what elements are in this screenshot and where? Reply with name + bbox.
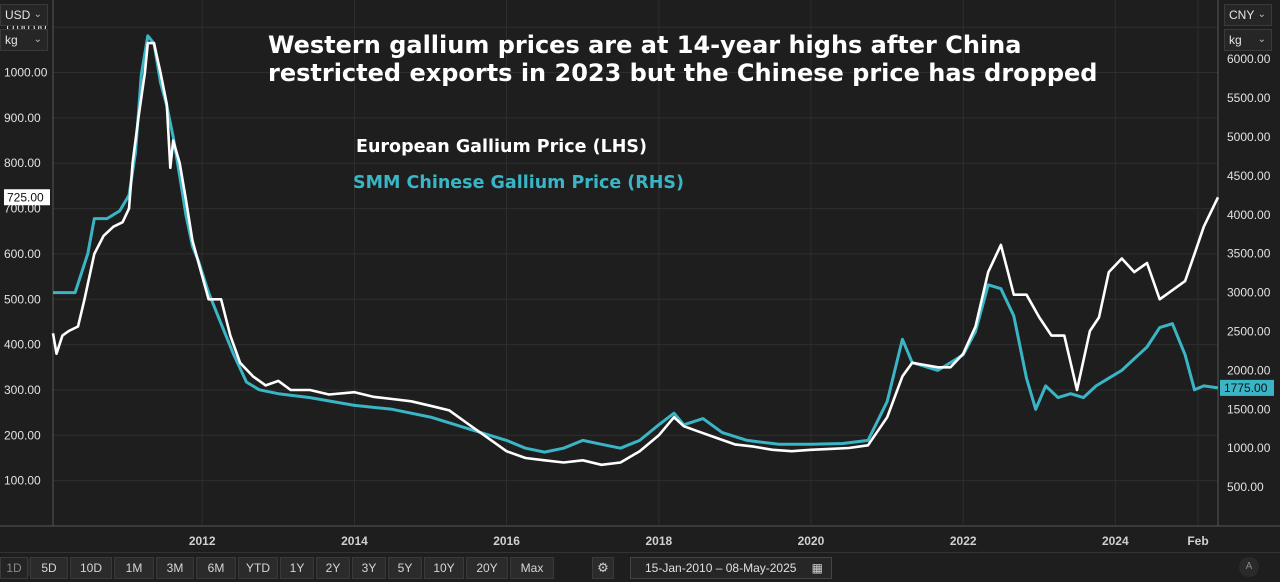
x-tick-label: 2012 (189, 534, 216, 548)
right-tick-label: 2500.00 (1227, 324, 1271, 338)
gear-icon[interactable]: ⚙ (592, 557, 614, 579)
range-button-10d[interactable]: 10D (70, 557, 112, 579)
range-button-1d[interactable]: 1D (0, 557, 28, 579)
left-currency-select[interactable]: USD ⌄ (0, 4, 48, 26)
x-tick-label: 2016 (493, 534, 520, 548)
right-tick-label: 500.00 (1227, 480, 1264, 494)
range-button-2y[interactable]: 2Y (316, 557, 350, 579)
chevron-down-icon: ⌄ (34, 30, 42, 50)
left-unit-select[interactable]: kg ⌄ (0, 29, 48, 51)
legend-chinese: SMM Chinese Gallium Price (RHS) (353, 173, 684, 193)
x-tick-label: 2018 (645, 534, 672, 548)
right-currency-select[interactable]: CNY ⌄ (1224, 4, 1272, 26)
left-tick-label: 1000.00 (4, 66, 48, 80)
x-tick-label: Feb (1187, 534, 1208, 548)
left-tick-label: 200.00 (4, 428, 41, 442)
range-button-3y[interactable]: 3Y (352, 557, 386, 579)
left-tick-label: 300.00 (4, 383, 41, 397)
range-button-3m[interactable]: 3M (156, 557, 194, 579)
range-button-ytd[interactable]: YTD (238, 557, 278, 579)
auto-scale-button[interactable]: A (1239, 557, 1259, 577)
range-button-1y[interactable]: 1Y (280, 557, 314, 579)
left-tick-label: 600.00 (4, 247, 41, 261)
right-unit-select[interactable]: kg ⌄ (1224, 29, 1272, 51)
left-tick-label: 800.00 (4, 156, 41, 170)
range-button-6m[interactable]: 6M (196, 557, 236, 579)
left-tick-label: 900.00 (4, 111, 41, 125)
range-button-10y[interactable]: 10Y (424, 557, 464, 579)
legend-european: European Gallium Price (LHS) (356, 137, 647, 157)
x-tick-label: 2024 (1102, 534, 1129, 548)
right-tick-label: 1500.00 (1227, 402, 1271, 416)
x-tick-label: 2014 (341, 534, 368, 548)
chart-title-line-2: restricted exports in 2023 but the Chine… (268, 59, 1097, 87)
left-tick-label: 100.00 (4, 474, 41, 488)
right-tick-label: 2000.00 (1227, 363, 1271, 377)
chevron-down-icon: ⌄ (34, 5, 42, 25)
right-tick-label: 5000.00 (1227, 130, 1271, 144)
date-range-input[interactable]: 15-Jan-2010 – 08-May-2025 ▦ (630, 557, 832, 579)
left-tick-label: 400.00 (4, 338, 41, 352)
calendar-icon: ▦ (812, 558, 823, 578)
x-tick-label: 2020 (798, 534, 825, 548)
range-button-5d[interactable]: 5D (30, 557, 68, 579)
left-tick-label: 500.00 (4, 292, 41, 306)
chevron-down-icon: ⌄ (1258, 30, 1266, 50)
range-button-1m[interactable]: 1M (114, 557, 154, 579)
x-tick-label: 2022 (950, 534, 977, 548)
range-button-max[interactable]: Max (510, 557, 554, 579)
right-tick-label: 3000.00 (1227, 286, 1271, 300)
chevron-down-icon: ⌄ (1258, 5, 1266, 25)
chart-title-line-1: Western gallium prices are at 14-year hi… (268, 31, 1021, 59)
right-tick-label: 4000.00 (1227, 208, 1271, 222)
right-tick-label: 4500.00 (1227, 169, 1271, 183)
chart-area: 100.00200.00300.00400.00500.00600.00700.… (0, 0, 1280, 552)
right-tick-label: 1000.00 (1227, 441, 1271, 455)
right-tick-label: 3500.00 (1227, 247, 1271, 261)
range-button-20y[interactable]: 20Y (466, 557, 508, 579)
right-tick-label: 5500.00 (1227, 91, 1271, 105)
right-tick-label: 6000.00 (1227, 52, 1271, 66)
right-last-value: 1775.00 (1224, 381, 1268, 395)
left-last-value: 725.00 (7, 190, 44, 204)
range-button-5y[interactable]: 5Y (388, 557, 422, 579)
